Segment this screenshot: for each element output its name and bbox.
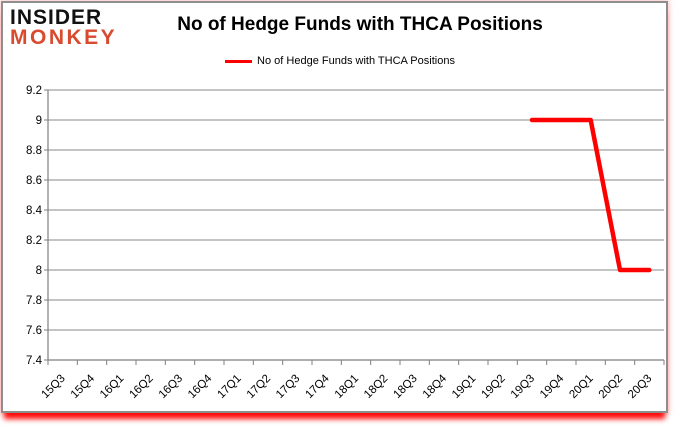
y-tick-label: 8.4 <box>26 205 43 217</box>
x-tick-label: 17Q4 <box>303 372 332 401</box>
y-tick-label: 8.6 <box>26 175 42 187</box>
y-tick-label: 8.2 <box>26 235 42 247</box>
x-tick-label: 18Q3 <box>391 373 419 401</box>
x-tick-label: 16Q4 <box>186 372 215 401</box>
x-tick-label: 20Q1 <box>567 373 595 401</box>
legend-line-swatch <box>225 59 253 63</box>
legend-label: No of Hedge Funds with THCA Positions <box>257 55 455 67</box>
x-tick-label: 19Q3 <box>509 373 537 401</box>
y-tick-label: 7.6 <box>26 325 42 337</box>
chart-card <box>1 1 668 413</box>
x-tick-label: 15Q3 <box>39 373 67 401</box>
series-line <box>529 117 652 273</box>
x-tick-label: 18Q4 <box>421 372 450 401</box>
chart-title: No of Hedge Funds with THCA Positions <box>177 14 543 35</box>
y-tick-label: 8 <box>36 265 42 277</box>
x-tick-label: 17Q3 <box>274 373 302 401</box>
x-tick-label: 15Q4 <box>69 372 98 401</box>
x-tick-label: 16Q1 <box>98 373 126 401</box>
x-tick-label: 20Q3 <box>626 373 654 401</box>
x-tick-label: 19Q4 <box>538 372 567 401</box>
x-tick-label: 17Q2 <box>245 373 273 401</box>
x-tick-label: 17Q1 <box>215 373 243 401</box>
legend: No of Hedge Funds with THCA Positions <box>0 55 680 67</box>
y-tick-label: 7.8 <box>26 295 42 307</box>
x-tick-label: 18Q2 <box>362 373 390 401</box>
x-tick-label: 20Q2 <box>597 373 625 401</box>
y-tick-label: 9 <box>36 115 42 127</box>
y-tick-label: 8.8 <box>26 145 42 157</box>
x-tick-label: 19Q1 <box>450 373 478 401</box>
x-tick-label: 16Q2 <box>127 373 155 401</box>
y-tick-label: 9.2 <box>26 85 42 97</box>
x-tick-label: 16Q3 <box>157 373 185 401</box>
logo-text-insider: INSIDER <box>10 6 103 29</box>
x-tick-label: 19Q2 <box>479 373 507 401</box>
x-tick-label: 18Q1 <box>333 373 361 401</box>
logo-text-monkey: MONKEY <box>10 26 118 49</box>
insider-monkey-logo: INSIDER MONKEY <box>10 6 118 49</box>
y-tick-label: 7.4 <box>26 355 43 367</box>
